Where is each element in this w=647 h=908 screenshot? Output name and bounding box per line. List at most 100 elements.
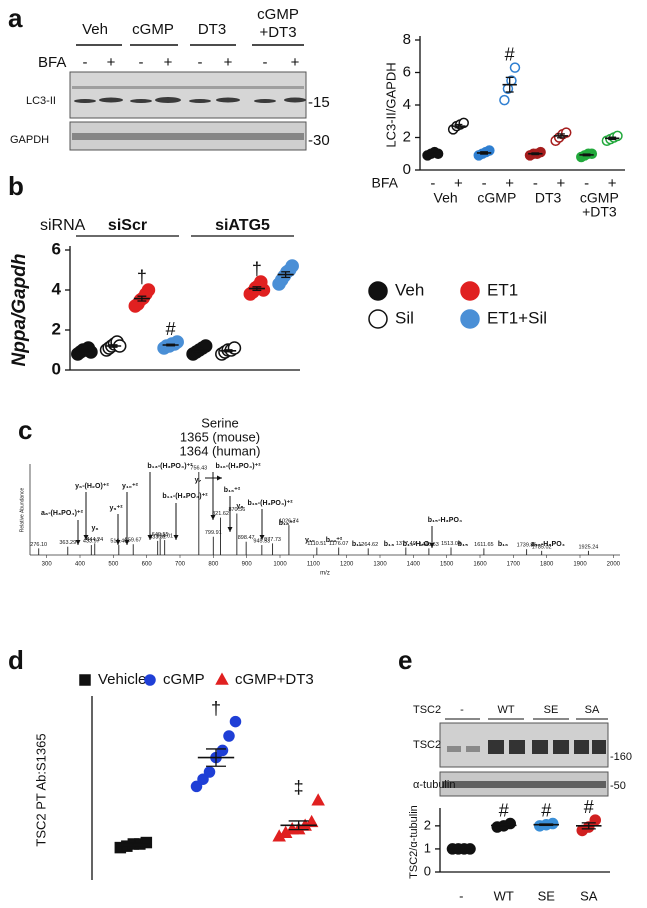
blot-lane: - [460,704,464,716]
ion-label: b₁₆⁺² [224,487,241,494]
ion-arrowhead [147,535,153,540]
ion-arrowhead [115,540,121,545]
peak-label: 1110.51 [307,541,326,547]
peak-label: 1513.04 [441,541,461,547]
peak-label: 1176.07 [329,541,348,547]
group-title: siRNA [40,217,86,234]
legend-label: ET1 [487,280,518,299]
group-label: cGMP [477,190,516,206]
ion-arrowhead [217,475,222,481]
bfa-sign: - [139,54,144,71]
blot-row-label: TSC2 [413,704,441,716]
ion-arrowhead [429,543,435,548]
group-label: siATG5 [215,217,270,234]
y-axis-label: TSC2/α-tubulin [408,805,420,879]
blot-marker: -50 [610,780,626,792]
bfa-sign: + [224,54,233,71]
x-tick-label: + [454,175,463,192]
x-tick-label: WT [494,888,514,903]
x-tick-label: 1600 [473,562,487,568]
legend-label: Sil [395,308,414,327]
point [560,127,572,138]
x-tick-label: - [482,175,487,192]
blot-group: DT3 [198,21,226,38]
panel-letter: a [8,3,23,33]
legend-marker [368,281,388,301]
group-label: cGMP [580,190,619,206]
bfa-sign: - [83,54,88,71]
point [304,814,319,828]
ion-label: b₁₄-(H₃PO₄)⁺² [162,493,208,500]
x-axis-label: m/z [320,571,330,577]
ion-label: y₈ [236,503,243,510]
point [203,766,216,778]
bfa-sign: + [164,54,173,71]
annotation: # [499,800,509,820]
x-tick-label: + [505,175,514,192]
peak-label: 433.97 [83,538,100,544]
ion-label: y₆-(H₂O)⁺² [75,483,109,490]
peak-label: 870.56 [228,507,245,513]
x-tick-label: 300 [42,562,53,568]
blot-marker: -30 [308,132,330,149]
group-label: DT3 [535,190,562,206]
peak-label: 799.91 [205,530,222,536]
bfa-sign: - [263,54,268,71]
blot-bands [442,781,606,788]
legend-label: ET1+Sil [487,308,547,327]
legend-label: Veh [395,280,424,299]
ion-arrowhead [173,535,179,540]
x-tick-label: - [430,175,435,192]
ion-arrowhead [210,515,216,520]
ion-arrowhead [259,535,265,540]
y-axis-label: Nppa/Gapdh [9,254,30,367]
y-tick-label: 2 [424,817,431,832]
blot-row-label: TSC2 [413,739,441,751]
y-tick-label: 0 [52,359,61,378]
y-tick-label: 0 [424,863,431,878]
peak-label: 977.73 [264,537,281,543]
y-tick-label: 4 [52,279,62,298]
x-tick-label: 1300 [373,562,387,568]
bfa-label: BFA [38,54,66,71]
legend-label: cGMP+DT3 [235,671,314,688]
ion-label: b₁₆-(H₃PO₄)⁺² [215,463,261,470]
spectrum-title: 1365 (mouse) [180,429,260,444]
legend-marker [460,281,480,301]
ion-label: y₁₀⁺² [122,483,139,490]
group-label: siScr [108,217,147,234]
x-tick-label: SE [538,888,556,903]
ion-label: a₁₉-H₃PO₄ [531,541,565,548]
y-tick-label: 2 [403,128,411,145]
ion-label: b₁₅ [458,541,468,548]
peak-label: 1446.63 [419,542,439,548]
annotation: † [137,267,147,287]
panel-letter: e [398,645,412,675]
point [229,715,242,728]
peak-label: 363.29 [59,540,76,546]
y-axis-label: TSC2 PT Ab:S1365 [33,733,48,846]
annotation: # [166,319,176,339]
x-axis-label: BFA [372,175,399,191]
ion-arrowhead [124,540,130,545]
blot-row-label: LC3-II [26,95,56,107]
blot-row-label: GAPDH [10,134,49,146]
x-tick-label: 1400 [407,562,421,568]
ion-arrowhead [227,527,233,532]
point [190,780,203,793]
x-tick-label: - [533,175,538,192]
x-tick-label: 1800 [540,562,554,568]
blot-lane: WT [497,704,514,716]
ion-label: b₁₃-(H₃PO₄)⁺² [147,463,193,470]
y-tick-label: 6 [403,63,411,80]
peak-label: 821.62 [212,511,229,517]
ion-label: y₉⁺² [109,505,123,512]
peak-label: 898.47 [238,535,255,541]
blot-group: +DT3 [259,24,296,41]
peak-label: 945.53 [253,538,270,544]
ion-label: b₁₈⁺² [279,520,296,527]
bfa-sign: + [291,54,300,71]
peak-label: 444.24 [86,537,103,543]
ion-label: b₁₃ [384,541,394,548]
legend-marker [144,674,156,686]
